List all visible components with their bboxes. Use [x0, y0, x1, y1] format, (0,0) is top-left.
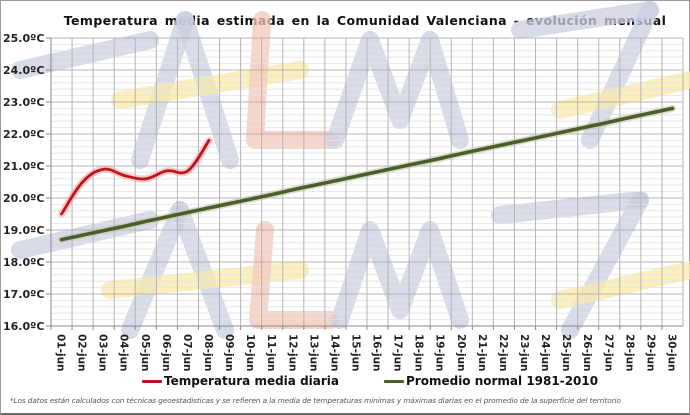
x-tick-label: 15-jun. — [349, 334, 361, 372]
x-tick-label: 21-jun. — [476, 334, 488, 372]
legend-swatch-red — [142, 379, 162, 383]
x-tick-label: 06-jun. — [160, 334, 172, 372]
legend-item-normal-average: Promedio normal 1981-2010 — [384, 374, 598, 388]
x-tick-label: 09-jun. — [223, 334, 235, 372]
x-tick-label: 12-jun. — [286, 334, 298, 372]
x-tick-label: 10-jun. — [244, 334, 256, 372]
chart-series — [58, 104, 676, 244]
x-tick-label: 03-jun. — [97, 334, 109, 372]
x-tick-label: 01-jun. — [55, 334, 67, 372]
x-tick-label: 28-jun. — [623, 334, 635, 372]
series-line-daily-mean — [60, 139, 211, 216]
y-tick-label: 19.0ºC — [3, 224, 44, 237]
x-tick-label: 08-jun. — [202, 334, 214, 372]
x-tick-label: 17-jun. — [392, 334, 404, 372]
y-tick-label: 23.0ºC — [3, 96, 44, 109]
x-tick-label: 25-jun. — [560, 334, 572, 372]
x-tick-label: 04-jun. — [118, 334, 130, 372]
legend-swatch-green — [384, 379, 404, 383]
x-tick-label: 18-jun. — [413, 334, 425, 372]
y-tick-label: 21.0ºC — [3, 160, 44, 173]
x-tick-label: 26-jun. — [581, 334, 593, 372]
x-tick-label: 13-jun. — [307, 334, 319, 372]
x-tick-label: 11-jun. — [265, 334, 277, 372]
x-tick-label: 24-jun. — [539, 334, 551, 372]
footnote: *Los datos están calculados con técnicas… — [10, 396, 621, 405]
y-tick-label: 24.0ºC — [3, 64, 44, 77]
y-axis: 16.0ºC 17.0ºC 18.0ºC 19.0ºC 20.0ºC 21.0ºC 22.0… — [3, 32, 51, 333]
aemet-watermark — [11, 1, 690, 339]
x-tick-label: 02-jun. — [76, 334, 88, 372]
chart-legend: Temperatura media diaria Promedio normal… — [0, 374, 690, 390]
x-tick-label: 19-jun. — [434, 334, 446, 372]
x-axis: 01-jun. 02-jun. 03-jun. 04-jun. 05-jun. 06-ju… — [50, 326, 677, 372]
legend-label: Promedio normal 1981-2010 — [406, 374, 599, 388]
y-tick-label: 16.0ºC — [3, 320, 44, 333]
x-tick-label: 07-jun. — [181, 334, 193, 372]
x-tick-label: 20-jun. — [455, 334, 467, 372]
legend-label: Temperatura media diaria — [164, 374, 340, 388]
y-tick-label: 22.0ºC — [3, 128, 44, 141]
y-tick-label: 17.0ºC — [3, 288, 44, 301]
x-tick-label: 23-jun. — [518, 334, 530, 372]
x-tick-label: 29-jun. — [644, 334, 656, 372]
x-tick-label: 27-jun. — [602, 334, 614, 372]
series-line-normal-average — [59, 106, 675, 242]
x-tick-label: 22-jun. — [497, 334, 509, 372]
legend-item-daily-mean: Temperatura media diaria — [142, 374, 339, 388]
x-tick-label: 14-jun. — [328, 334, 340, 372]
y-tick-label: 20.0ºC — [3, 192, 44, 205]
x-tick-label: 05-jun. — [139, 334, 151, 372]
x-tick-label: 30-jun. — [665, 334, 677, 372]
y-tick-label: 25.0ºC — [3, 32, 44, 45]
line-chart: 16.0ºC 17.0ºC 18.0ºC 19.0ºC 20.0ºC 21.0ºC 22.0… — [3, 1, 690, 372]
x-tick-label: 16-jun. — [371, 334, 383, 372]
y-tick-label: 18.0ºC — [3, 256, 44, 269]
